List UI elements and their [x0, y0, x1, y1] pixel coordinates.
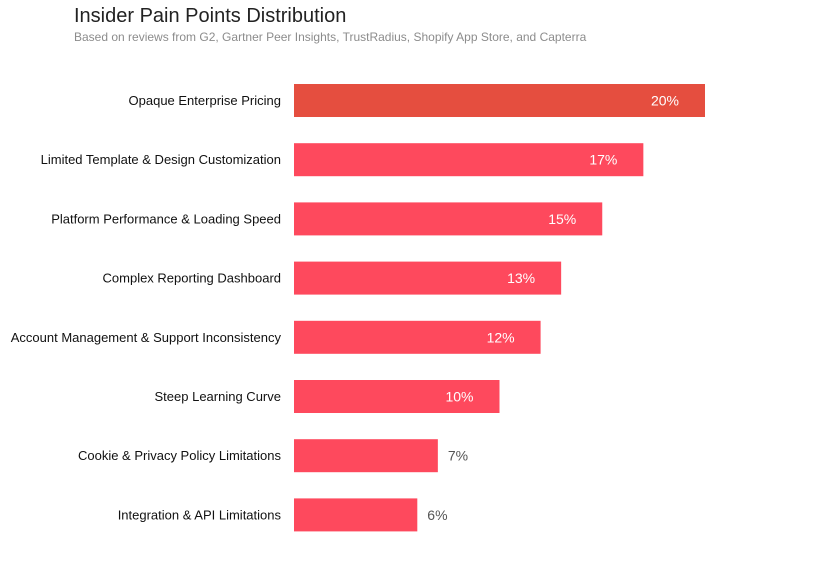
bar	[294, 202, 603, 236]
category-label: Cookie & Privacy Policy Limitations	[78, 448, 282, 463]
bar	[294, 439, 438, 473]
category-label: Opaque Enterprise Pricing	[129, 93, 281, 108]
bar	[294, 380, 500, 413]
category-label: Complex Reporting Dashboard	[103, 271, 281, 286]
data-label: 10%	[445, 389, 473, 405]
data-label: 20%	[651, 93, 679, 109]
category-label: Integration & API Limitations	[118, 507, 282, 522]
data-label: 12%	[487, 329, 515, 345]
data-label: 7%	[448, 448, 468, 464]
data-label: 13%	[507, 270, 535, 286]
bar	[294, 498, 418, 532]
category-label: Limited Template & Design Customization	[41, 152, 281, 167]
chart-subtitle: Based on reviews from G2, Gartner Peer I…	[74, 30, 587, 44]
data-label: 17%	[589, 152, 617, 168]
category-label: Platform Performance & Loading Speed	[51, 211, 281, 226]
bar	[294, 84, 705, 117]
bar	[294, 261, 562, 295]
category-label: Account Management & Support Inconsisten…	[11, 330, 282, 345]
bar	[294, 143, 644, 177]
category-label: Steep Learning Curve	[155, 389, 281, 404]
data-label: 15%	[548, 211, 576, 227]
chart-title: Insider Pain Points Distribution	[74, 5, 347, 27]
bar	[294, 320, 541, 354]
data-label: 6%	[427, 507, 447, 523]
